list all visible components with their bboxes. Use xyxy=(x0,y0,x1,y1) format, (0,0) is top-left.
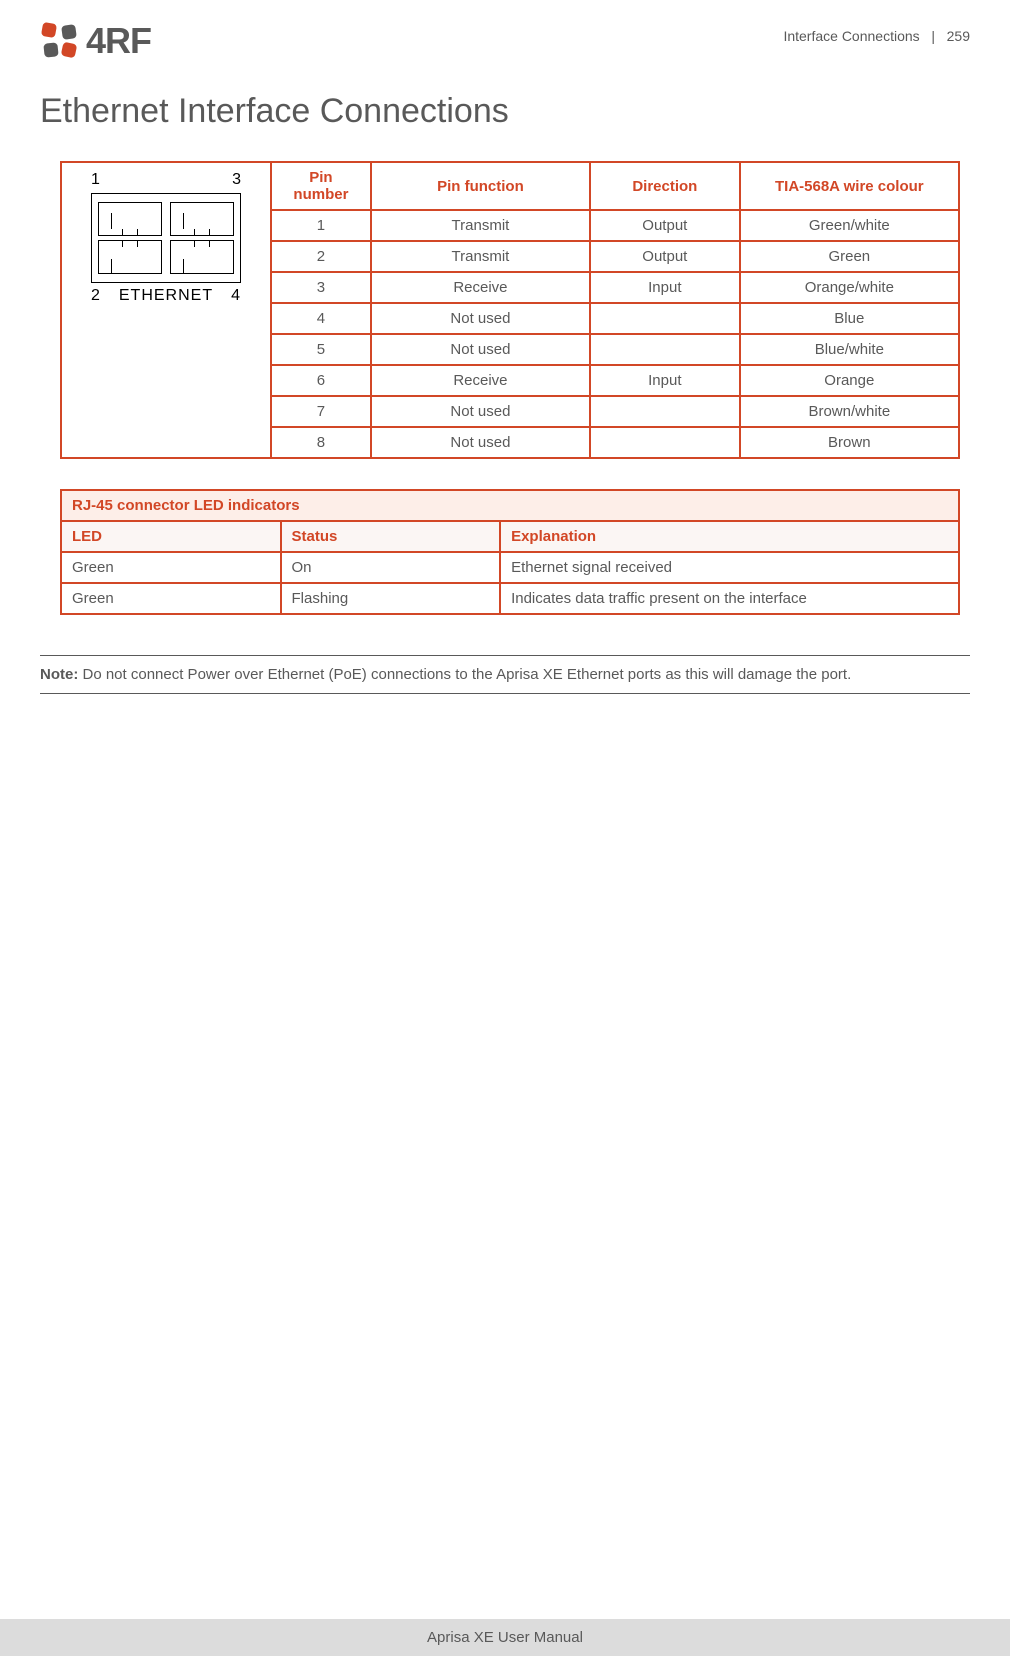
table-row: 8Not used Brown xyxy=(271,427,959,458)
table-cell: 2 xyxy=(271,241,371,272)
page-header: 4RF Interface Connections | 259 xyxy=(40,20,970,62)
table-cell: 6 xyxy=(271,365,371,396)
table-row: 1TransmitOutputGreen/white xyxy=(271,210,959,241)
logo-text: 4RF xyxy=(86,20,151,62)
diagram-label-ethernet: ETHERNET xyxy=(119,287,213,305)
table-cell: Blue xyxy=(740,303,959,334)
table-cell: Orange/white xyxy=(740,272,959,303)
footer: Aprisa XE User Manual xyxy=(0,1619,1010,1656)
table-row: 7Not used Brown/white xyxy=(271,396,959,427)
rj45-jack-icon xyxy=(98,240,162,274)
rj45-jack-icon xyxy=(170,202,234,236)
breadcrumb-section: Interface Connections xyxy=(783,28,919,44)
table-cell: 3 xyxy=(271,272,371,303)
table-cell: Transmit xyxy=(371,241,590,272)
table-cell: Not used xyxy=(371,334,590,365)
table-cell: Transmit xyxy=(371,210,590,241)
page-number: 259 xyxy=(947,28,970,44)
table-header-cell: Pin number xyxy=(271,162,371,210)
table-cell: Not used xyxy=(371,396,590,427)
pin-table: Pin numberPin functionDirectionTIA-568A … xyxy=(270,161,960,459)
table-cell: 8 xyxy=(271,427,371,458)
table-header-row: Pin numberPin functionDirectionTIA-568A … xyxy=(271,162,959,210)
rj45-jack-icon xyxy=(170,240,234,274)
note-text: Do not connect Power over Ethernet (PoE)… xyxy=(78,666,851,683)
table-cell: 4 xyxy=(271,303,371,334)
table-cell: Green xyxy=(61,583,281,614)
table-header-row: LEDStatusExplanation xyxy=(61,521,959,552)
table-header-cell: LED xyxy=(61,521,281,552)
table-cell: Ethernet signal received xyxy=(500,552,959,583)
table-cell: Input xyxy=(590,272,740,303)
table-cell: Output xyxy=(590,241,740,272)
table-cell: Blue/white xyxy=(740,334,959,365)
table-cell xyxy=(590,303,740,334)
table-header-cell: Explanation xyxy=(500,521,959,552)
table-cell: On xyxy=(281,552,501,583)
diagram-label-2: 2 xyxy=(91,287,101,305)
diagram-label-1: 1 xyxy=(91,171,100,189)
table-cell: Indicates data traffic present on the in… xyxy=(500,583,959,614)
table-cell: Output xyxy=(590,210,740,241)
table-cell: Green xyxy=(740,241,959,272)
diagram-label-3: 3 xyxy=(232,171,241,189)
table-cell xyxy=(590,334,740,365)
breadcrumb: Interface Connections | 259 xyxy=(783,28,970,44)
breadcrumb-sep: | xyxy=(931,28,935,44)
note-block: Note: Do not connect Power over Ethernet… xyxy=(40,655,970,694)
table-cell: 1 xyxy=(271,210,371,241)
rj45-jack-icon xyxy=(98,202,162,236)
table-cell: Brown/white xyxy=(740,396,959,427)
connector-diagram: 1 3 2 ETHERNET 4 xyxy=(60,161,270,459)
table-row: 5Not used Blue/white xyxy=(271,334,959,365)
table-header-cell: Direction xyxy=(590,162,740,210)
table-cell: Receive xyxy=(371,365,590,396)
logo: 4RF xyxy=(40,20,151,62)
table-cell: Not used xyxy=(371,303,590,334)
table-row: 4Not used Blue xyxy=(271,303,959,334)
table-cell: Brown xyxy=(740,427,959,458)
led-table: RJ-45 connector LED indicators LEDStatus… xyxy=(60,489,960,615)
page-title: Ethernet Interface Connections xyxy=(40,92,970,131)
table-row: GreenFlashingIndicates data traffic pres… xyxy=(61,583,959,614)
table-cell: Green/white xyxy=(740,210,959,241)
led-table-title: RJ-45 connector LED indicators xyxy=(61,490,959,521)
jack-box xyxy=(91,193,241,283)
table-header-cell: Status xyxy=(281,521,501,552)
table-cell: Not used xyxy=(371,427,590,458)
pin-section: 1 3 2 ETHERNET 4 xyxy=(60,161,970,459)
table-cell: Flashing xyxy=(281,583,501,614)
table-row: GreenOnEthernet signal received xyxy=(61,552,959,583)
table-cell: Receive xyxy=(371,272,590,303)
table-cell: Input xyxy=(590,365,740,396)
table-header-cell: TIA-568A wire colour xyxy=(740,162,959,210)
led-title-row: RJ-45 connector LED indicators xyxy=(61,490,959,521)
table-row: 3ReceiveInputOrange/white xyxy=(271,272,959,303)
table-row: 2TransmitOutputGreen xyxy=(271,241,959,272)
table-cell: Green xyxy=(61,552,281,583)
note-label: Note: xyxy=(40,666,78,683)
table-cell: 7 xyxy=(271,396,371,427)
table-row: 6ReceiveInputOrange xyxy=(271,365,959,396)
logo-icon xyxy=(40,21,80,61)
table-cell: 5 xyxy=(271,334,371,365)
table-cell xyxy=(590,427,740,458)
table-cell: Orange xyxy=(740,365,959,396)
table-header-cell: Pin function xyxy=(371,162,590,210)
diagram-label-4: 4 xyxy=(231,287,241,305)
table-cell xyxy=(590,396,740,427)
